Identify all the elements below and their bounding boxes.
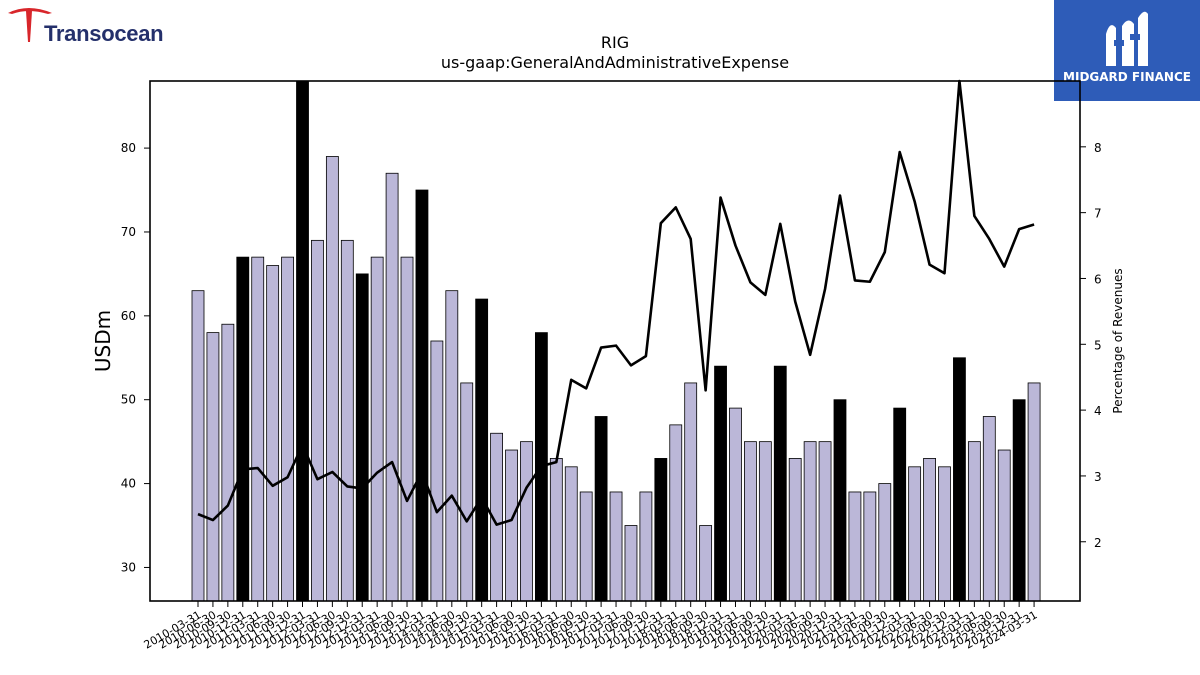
bar-2016-03-31 [549, 458, 563, 602]
bar-series [191, 80, 1041, 602]
bar-2013-12-31 [415, 189, 429, 602]
bar-2019-03-31 [729, 407, 742, 602]
y2-tick-label: 7 [1094, 207, 1102, 221]
bar-2012-09-30 [340, 239, 354, 602]
bar-2019-06-30 [744, 441, 757, 602]
chart-subtitle: us-gaap:GeneralAndAdministrativeExpense [441, 53, 789, 72]
bar-2014-03-31 [430, 340, 444, 602]
bar-2022-12-31 [953, 357, 966, 602]
bar-2012-12-31 [355, 273, 369, 602]
y-tick-label: 40 [121, 477, 136, 491]
bar-2010-03-31 [191, 290, 205, 602]
y2-tick-label: 4 [1094, 404, 1102, 418]
bar-2012-03-31 [311, 239, 324, 602]
bar-2022-03-31 [908, 466, 922, 602]
y-tick-label: 70 [121, 225, 136, 239]
midgard-logo-icon [1106, 11, 1148, 67]
bar-2016-06-30 [564, 466, 578, 602]
bar-2011-09-30 [281, 256, 294, 602]
y2-tick-label: 6 [1094, 272, 1102, 286]
bar-2011-03-31 [251, 256, 265, 602]
bar-2015-09-30 [520, 441, 533, 602]
y2-axis-label: Percentage of Revenues [1111, 268, 1125, 413]
bar-2013-06-30 [385, 172, 399, 602]
bar-2023-09-30 [997, 449, 1011, 602]
bar-2013-09-30 [400, 256, 414, 602]
bar-2014-12-31 [475, 298, 489, 602]
bar-2016-12-31 [594, 416, 608, 602]
plot-frame [149, 80, 1081, 602]
bar-2022-06-30 [923, 458, 936, 602]
bar-2011-12-31 [296, 80, 309, 602]
bar-2018-09-30 [699, 525, 713, 602]
bar-2017-06-30 [624, 525, 638, 602]
bar-2020-09-30 [818, 441, 832, 602]
x-axis: 2010-03-312010-06-302010-09-302010-12-31… [142, 601, 1040, 652]
y-axis-label: USDm [91, 310, 115, 372]
company-name: Transocean [44, 21, 164, 46]
bar-2021-06-30 [863, 491, 877, 602]
bar-2020-03-31 [788, 458, 802, 602]
bar-2017-09-30 [639, 491, 653, 602]
bar-2018-12-31 [714, 365, 727, 602]
bar-2023-12-31 [1012, 399, 1026, 602]
y2-tick-label: 3 [1094, 470, 1102, 484]
bar-2017-03-31 [609, 491, 623, 602]
bar-2023-03-31 [967, 441, 981, 602]
y2-tick-label: 8 [1094, 141, 1102, 155]
bar-2014-06-30 [445, 290, 459, 602]
bar-2010-12-31 [236, 256, 250, 602]
bar-2012-06-30 [325, 156, 339, 602]
bar-2015-06-30 [505, 449, 518, 602]
line-series [197, 79, 1035, 526]
y2-tick-label: 5 [1094, 338, 1102, 352]
bar-2020-06-30 [803, 441, 817, 602]
bar-2022-09-30 [938, 466, 951, 602]
y-axis-left: 30 40 50 60 70 80 [121, 141, 150, 574]
bar-2016-09-30 [579, 491, 593, 602]
y2-tick-label: 2 [1094, 536, 1102, 550]
y-tick-label: 30 [121, 560, 136, 574]
badge-text: MIDGARD FINANCE [1063, 70, 1191, 84]
transocean-logo-icon [8, 8, 52, 42]
transocean-logo: Transocean [4, 4, 194, 48]
bar-2023-06-30 [982, 416, 996, 602]
bar-2019-12-31 [773, 365, 787, 602]
y-tick-label: 60 [121, 309, 136, 323]
bar-2024-03-31 [1027, 382, 1041, 602]
y-tick-label: 50 [121, 393, 136, 407]
bar-2018-03-31 [669, 424, 683, 602]
bar-2021-03-31 [848, 491, 862, 602]
bar-2013-03-31 [370, 256, 384, 602]
bar-2021-09-30 [878, 483, 892, 602]
bar-2020-12-31 [833, 399, 847, 602]
bar-2021-12-31 [893, 407, 907, 602]
bar-2019-09-30 [758, 441, 772, 602]
bar-2014-09-30 [460, 382, 474, 602]
bar-2018-06-30 [684, 382, 698, 602]
bar-2011-06-30 [266, 265, 280, 602]
bar-2017-12-31 [654, 458, 668, 602]
bar-2010-09-30 [221, 323, 235, 602]
y-tick-label: 80 [121, 141, 136, 155]
chart-title: RIG [601, 33, 629, 52]
midgard-finance-badge: MIDGARD FINANCE [1054, 0, 1200, 101]
bar-2010-06-30 [206, 332, 220, 602]
y-axis-right: 2 3 4 5 6 7 8 [1080, 141, 1102, 550]
